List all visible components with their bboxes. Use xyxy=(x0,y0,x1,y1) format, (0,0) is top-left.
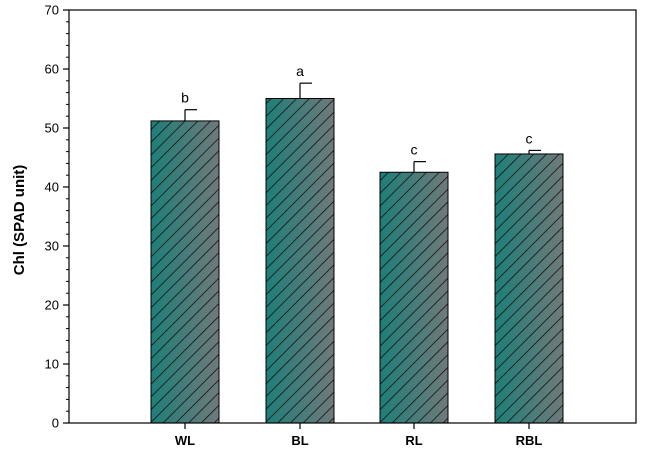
bar-hatch-wl xyxy=(150,120,220,424)
significance-label-rbl: c xyxy=(526,130,533,146)
y-tick-label: 70 xyxy=(45,3,59,18)
y-tick-label: 60 xyxy=(45,62,59,77)
y-tick-label: 50 xyxy=(45,121,59,136)
bar-hatch-rl xyxy=(379,171,449,424)
significance-label-wl: b xyxy=(181,90,189,106)
x-tick-label-bl: BL xyxy=(291,433,308,448)
x-tick-label-rl: RL xyxy=(405,433,422,448)
y-tick-label: 20 xyxy=(45,298,59,313)
x-tick-label-rbl: RBL xyxy=(516,433,543,448)
bar-hatch-rbl xyxy=(494,153,564,424)
y-tick-label: 0 xyxy=(52,416,59,431)
significance-label-bl: a xyxy=(296,63,304,79)
significance-label-rl: c xyxy=(411,142,418,158)
y-axis-ticks: 0 10 20 30 40 50 60 70 xyxy=(45,3,69,431)
x-axis-labels: WL BL RL RBL xyxy=(175,423,543,448)
y-tick-label: 40 xyxy=(45,180,59,195)
plot-frame xyxy=(68,9,637,424)
bar-hatch-bl xyxy=(265,98,335,424)
bars-group: b a c c xyxy=(150,63,564,424)
x-tick-label-wl: WL xyxy=(175,433,195,448)
y-tick-label: 30 xyxy=(45,239,59,254)
y-tick-label: 10 xyxy=(45,357,59,372)
y-axis-label: Chl (SPAD unit) xyxy=(11,165,28,276)
